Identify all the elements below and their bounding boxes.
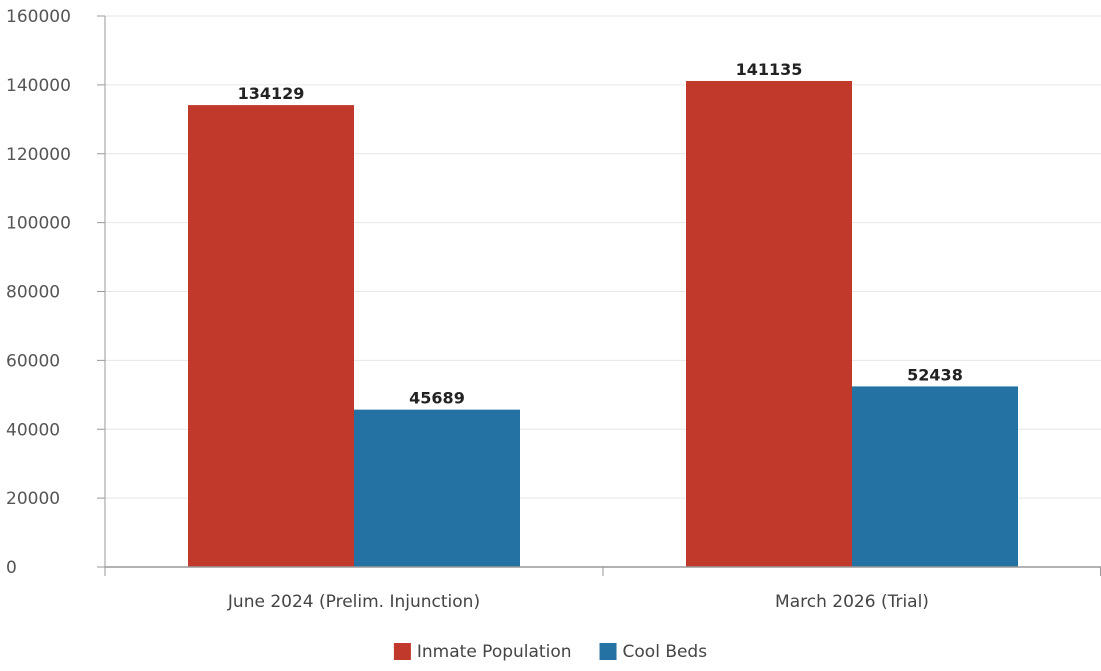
data-label: 134129 [238,84,305,103]
legend-label[interactable]: Cool Beds [623,642,708,662]
data-label: 52438 [907,365,963,384]
data-labels: 134129 45689 141135 52438 [238,60,963,408]
bar-cool-beds[interactable] [354,409,520,567]
bar-cool-beds[interactable] [852,386,1018,567]
y-tick-label: 160000 [6,7,71,27]
data-label: 45689 [409,389,465,408]
y-tick-label: 20000 [6,489,60,509]
y-tick-label: 100000 [6,214,71,234]
data-label: 141135 [736,60,803,79]
y-tick-label: 60000 [6,351,60,371]
x-tick-label: June 2024 (Prelim. Injunction) [227,592,480,612]
y-tick-label: 140000 [6,76,71,96]
axes [104,16,1101,576]
bar-inmate-population[interactable] [686,80,852,568]
y-tick-label: 40000 [6,420,60,440]
bar-inmate-population[interactable] [188,105,354,567]
legend-swatch [393,643,411,660]
legend: Inmate Population Cool Beds [393,642,708,662]
y-tick-label: 80000 [6,283,60,303]
legend-label[interactable]: Inmate Population [417,642,572,662]
bars [188,80,1018,568]
legend-swatch [599,643,617,660]
y-tick-label: 120000 [6,145,71,165]
y-tick-label: 0 [6,558,17,578]
y-axis-ticks: 0 20000 40000 60000 80000 100000 120000 140000 1… [6,7,105,578]
x-tick-label: March 2026 (Trial) [775,592,929,612]
x-axis-labels: June 2024 (Prelim. Injunction) March 2026… [227,592,929,612]
